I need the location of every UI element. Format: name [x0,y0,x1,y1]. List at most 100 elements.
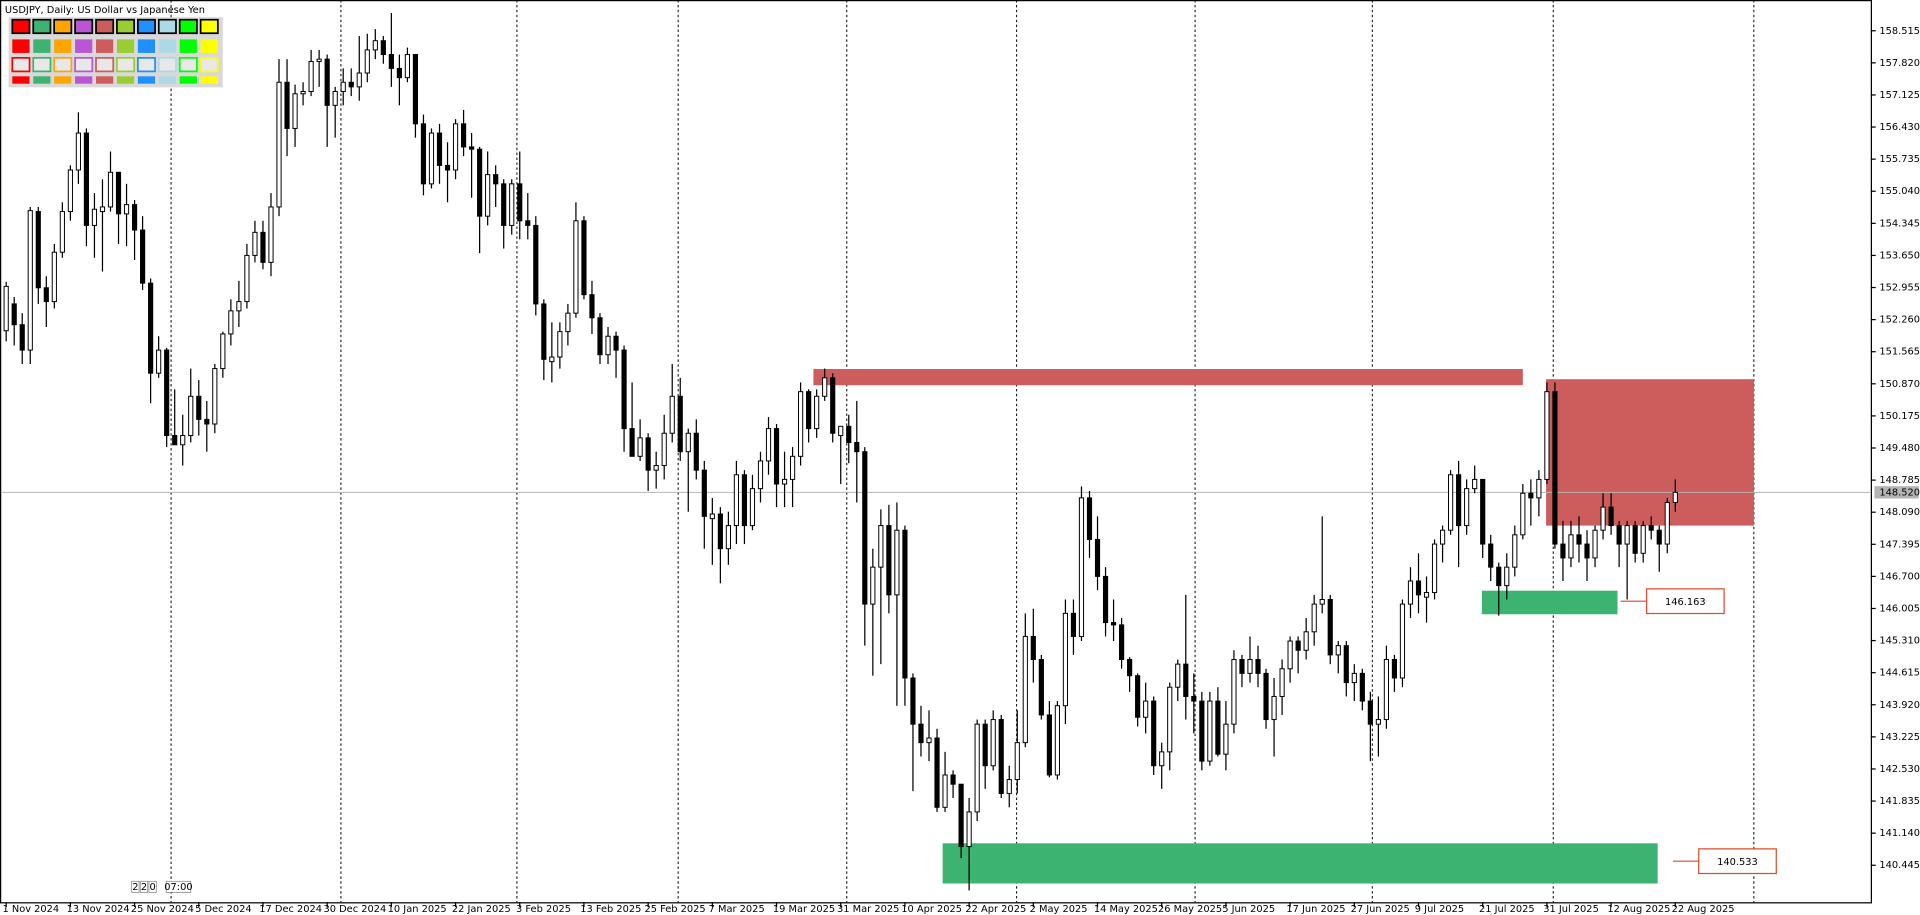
candle-body [790,455,796,480]
candle-body [918,723,924,744]
candles [3,12,1678,891]
candle-body [148,282,154,374]
palette-button[interactable] [157,18,177,35]
palette-button[interactable] [179,39,197,53]
current-price-label: 148.520 [1879,487,1920,498]
palette-button[interactable] [116,56,136,73]
candle-body [1472,478,1478,490]
timer-box [139,880,149,893]
palette-button[interactable] [136,56,156,73]
candle-body [1303,631,1309,651]
x-tick-label: 12 Aug 2025 [1607,904,1670,915]
candle-body [1608,506,1614,527]
palette-button[interactable] [33,76,51,84]
palette-button[interactable] [12,39,30,53]
palette-button[interactable] [53,56,73,73]
x-tick-label: 31 Mar 2025 [837,904,899,915]
annotation-box [1698,848,1777,875]
candle-body [348,81,354,88]
candle-body [364,49,370,74]
candle-body [846,425,852,443]
candle-body [1319,598,1325,605]
palette-button[interactable] [32,18,52,35]
candle-body [1287,640,1293,670]
palette-button[interactable] [54,76,72,84]
palette-button[interactable] [54,39,72,53]
palette-button[interactable] [95,18,115,35]
candle-body [749,488,756,527]
palette-button[interactable] [11,56,31,73]
palette-button[interactable] [136,18,156,35]
palette-button[interactable] [199,18,219,35]
candle-body [1456,474,1462,527]
palette-button[interactable] [178,18,198,35]
palette-button[interactable] [137,76,156,84]
candle-body [212,368,218,425]
candle-body [1536,478,1542,499]
candle-body [1464,488,1470,527]
y-tick-label: 140.445 [1879,860,1920,871]
palette-button[interactable] [179,76,197,84]
candle-body [1520,492,1526,536]
candle-body [605,335,611,356]
y-tick-label: 144.615 [1879,668,1920,679]
palette-button[interactable] [75,76,93,84]
candle-body [1568,534,1574,559]
palette-button[interactable] [178,56,198,73]
candle-body [1215,700,1221,755]
annotation-label: 140.533 [1717,857,1758,868]
zone [1481,590,1618,615]
palette-button[interactable] [137,39,156,53]
palette-button[interactable] [158,76,176,84]
candle-body [709,513,715,520]
y-tick-label: 146.700 [1879,571,1920,582]
palette-button[interactable] [32,56,52,73]
y-tick-label: 150.870 [1879,379,1920,390]
palette-button[interactable] [199,56,219,73]
palette-button[interactable] [200,76,218,84]
candle-body [140,229,146,284]
candle-body [549,356,555,363]
candle-body [1552,391,1558,545]
candle-body [1584,543,1590,559]
palette-button[interactable] [33,39,51,53]
palette-button[interactable] [116,76,135,84]
palette-button[interactable] [158,39,176,53]
palette-button[interactable] [96,76,114,84]
palette-button[interactable] [116,18,136,35]
y-tick-label: 153.650 [1879,250,1920,261]
candle-body [613,335,619,351]
candle-body [404,54,410,79]
timer-text: 0 [149,882,155,893]
candle-body [99,206,106,213]
palette-button[interactable] [11,18,31,35]
candle-body [1062,612,1069,707]
candle-body [621,349,627,430]
palette-button[interactable] [75,39,93,53]
candle-body [878,525,884,568]
candle-body [156,349,162,374]
candle-body [284,81,290,129]
candle-body [741,474,748,527]
palette-button[interactable] [116,39,135,53]
candle-body [1488,543,1494,568]
x-tick-label: 10 Apr 2025 [901,904,962,915]
palette-button[interactable] [157,56,177,73]
palette-button[interactable] [95,56,115,73]
x-tick-label: 10 Jan 2025 [388,904,447,915]
palette-button[interactable] [74,18,94,35]
palette-button[interactable] [74,56,94,73]
candle-body [420,123,427,185]
palette-button[interactable] [96,39,114,53]
palette-button[interactable] [53,18,73,35]
palette-button[interactable] [200,39,218,53]
candle-body [781,478,788,485]
candle-body [91,208,98,226]
candle-body [444,164,451,171]
candle-body [757,460,764,490]
palette-button[interactable] [12,76,30,84]
candle-body [1399,603,1406,679]
candle-body [798,391,804,457]
candle-body [1046,714,1052,776]
